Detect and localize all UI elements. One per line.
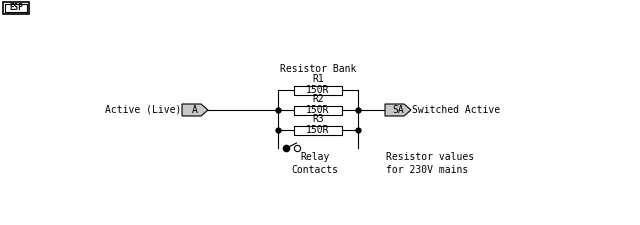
Bar bbox=[3, 2, 29, 14]
Text: 150R: 150R bbox=[307, 85, 330, 95]
Text: Resistor Bank: Resistor Bank bbox=[280, 63, 356, 74]
Text: ESP: ESP bbox=[9, 4, 23, 13]
Text: 150R: 150R bbox=[307, 105, 330, 115]
Text: Active (Live): Active (Live) bbox=[104, 105, 181, 115]
Bar bbox=[294, 86, 342, 94]
Text: A: A bbox=[192, 105, 198, 115]
Text: SA: SA bbox=[392, 105, 404, 115]
Text: Relay
Contacts: Relay Contacts bbox=[291, 152, 339, 175]
Polygon shape bbox=[182, 104, 208, 116]
Text: R3: R3 bbox=[312, 115, 324, 124]
Text: R2: R2 bbox=[312, 94, 324, 104]
Text: 150R: 150R bbox=[307, 125, 330, 135]
Text: R1: R1 bbox=[312, 74, 324, 85]
Bar bbox=[294, 126, 342, 135]
Bar bbox=[294, 106, 342, 115]
Text: Switched Active: Switched Active bbox=[412, 105, 500, 115]
Bar bbox=[5, 4, 27, 12]
Text: Resistor values
for 230V mains: Resistor values for 230V mains bbox=[386, 152, 474, 175]
Polygon shape bbox=[385, 104, 411, 116]
